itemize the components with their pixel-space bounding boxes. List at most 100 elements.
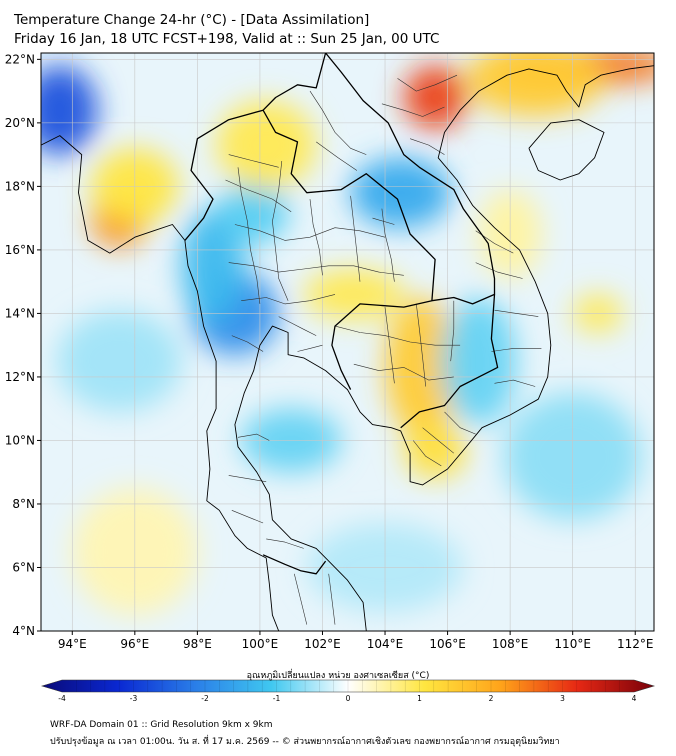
field-anomaly-blob <box>350 157 451 228</box>
field-anomaly-blob <box>41 65 98 155</box>
country-border <box>325 53 496 295</box>
colorbar-segments <box>76 680 620 692</box>
lon-tick-label: 98°E <box>183 637 212 651</box>
colorbar-tick-label: 4 <box>632 694 637 703</box>
province-boundaries <box>225 74 542 625</box>
province-boundary <box>309 199 323 276</box>
colorbar-tick-label: -1 <box>273 694 281 703</box>
field-anomaly-blob <box>403 421 467 479</box>
coastlines <box>41 65 654 631</box>
colorbar-tick-label: 0 <box>346 694 351 703</box>
latitude-axis: 22°N 20°N 18°N 16°N 14°N 12°N 10°N 8°N 6°N 4°N <box>5 52 41 638</box>
lon-tick-label: 108°E <box>492 637 529 651</box>
province-boundary <box>241 294 336 305</box>
province-boundary <box>494 379 536 387</box>
field-anomaly-blob <box>216 100 317 190</box>
colorbar-title: อุณหภูมิเปลี่ยนแปลง หน่วย องศาเซลเซียส (… <box>246 671 430 681</box>
lat-tick-label: 10°N <box>5 433 35 447</box>
lon-tick-label: 112°E <box>617 637 654 651</box>
province-boundary <box>297 344 323 352</box>
colorbar-tick-label: -2 <box>201 694 209 703</box>
plot-frame <box>40 52 655 632</box>
province-boundary <box>328 573 336 625</box>
colorbar-ticks: -4 -3 -2 -1 0 1 2 3 4 <box>58 694 636 703</box>
lat-tick-label: 16°N <box>5 243 35 257</box>
province-boundary <box>334 325 461 346</box>
province-boundary <box>278 316 317 336</box>
province-boundary <box>381 103 445 117</box>
province-boundary <box>412 440 442 467</box>
colorbar: -4 -3 -2 -1 0 1 2 3 4 <box>40 679 656 703</box>
field-anomaly-blob <box>219 180 289 244</box>
lat-tick-label: 8°N <box>12 497 35 511</box>
country-border <box>262 109 436 301</box>
colorbar-tick-label: 1 <box>417 694 422 703</box>
province-boundary <box>228 262 404 276</box>
country-border <box>184 109 264 241</box>
province-boundary <box>350 195 361 282</box>
footer-model-info: WRF-DA Domain 01 :: Grid Resolution 9km … <box>50 720 273 730</box>
coastline <box>528 119 605 181</box>
province-boundary <box>228 475 267 482</box>
map-title: Temperature Change 24-hr (°C) - [Data As… <box>14 12 370 28</box>
province-boundary <box>450 300 455 362</box>
province-boundary <box>272 160 289 301</box>
province-boundary <box>491 348 542 352</box>
field-anomaly-blob <box>303 268 404 320</box>
country-border <box>262 554 327 575</box>
province-boundary <box>294 573 308 625</box>
country-borders <box>184 53 499 575</box>
lat-tick-label: 22°N <box>5 52 35 66</box>
province-boundary <box>231 510 264 524</box>
province-boundary <box>234 224 386 241</box>
province-boundary <box>444 411 476 435</box>
lat-tick-label: 6°N <box>12 560 35 574</box>
province-boundary <box>231 335 264 352</box>
country-border <box>262 53 327 111</box>
lat-tick-label: 18°N <box>5 179 35 193</box>
province-boundary <box>397 74 458 92</box>
country-border <box>400 293 499 429</box>
lon-tick-label: 94°E <box>58 637 87 651</box>
province-boundary <box>266 538 304 549</box>
province-boundary <box>372 217 395 225</box>
province-boundary <box>410 138 445 155</box>
province-boundary <box>416 303 426 387</box>
province-boundary <box>316 141 358 171</box>
lon-tick-label: 106°E <box>429 637 466 651</box>
lon-tick-label: 110°E <box>554 637 591 651</box>
lon-tick-label: 102°E <box>304 637 341 651</box>
field-anomaly-blob <box>56 310 182 412</box>
map-subtitle: Friday 16 Jan, 18 UTC FCST+198, Valid at… <box>14 31 440 47</box>
province-boundary <box>384 307 395 384</box>
plot-area <box>40 52 655 632</box>
province-boundary <box>353 363 454 381</box>
coastline <box>41 135 280 631</box>
province-boundary <box>422 427 454 454</box>
lat-tick-label: 4°N <box>12 624 35 638</box>
lat-tick-label: 12°N <box>5 370 35 384</box>
longitude-axis: 94°E 96°E 98°E 100°E 102°E 104°E 106°E 108°E 110… <box>58 631 654 651</box>
colorbar-tick-label: -3 <box>130 694 138 703</box>
lon-tick-label: 96°E <box>120 637 149 651</box>
province-boundary <box>237 433 270 441</box>
colorbar-tick-label: -4 <box>58 694 66 703</box>
country-border <box>331 300 433 390</box>
field-anomaly-blob <box>403 65 467 130</box>
colorbar-tick-label: 3 <box>560 694 565 703</box>
province-boundary <box>494 309 539 317</box>
province-boundary <box>309 90 367 155</box>
field-anomaly-blob <box>385 297 461 438</box>
lat-lon-grid <box>41 53 654 631</box>
lon-tick-label: 104°E <box>367 637 404 651</box>
province-boundary <box>237 167 261 304</box>
province-boundary <box>475 262 523 279</box>
coastline <box>234 65 654 631</box>
lon-tick-label: 100°E <box>242 637 279 651</box>
province-boundary <box>228 154 279 168</box>
lat-tick-label: 20°N <box>5 116 35 130</box>
footer-credits: ปรับปรุงข้อมูล ณ เวลา 01:00น. วัน ส. ที่… <box>50 737 560 747</box>
colorbar-tick-label: 2 <box>489 694 494 703</box>
field-anomaly-blob <box>466 53 604 117</box>
